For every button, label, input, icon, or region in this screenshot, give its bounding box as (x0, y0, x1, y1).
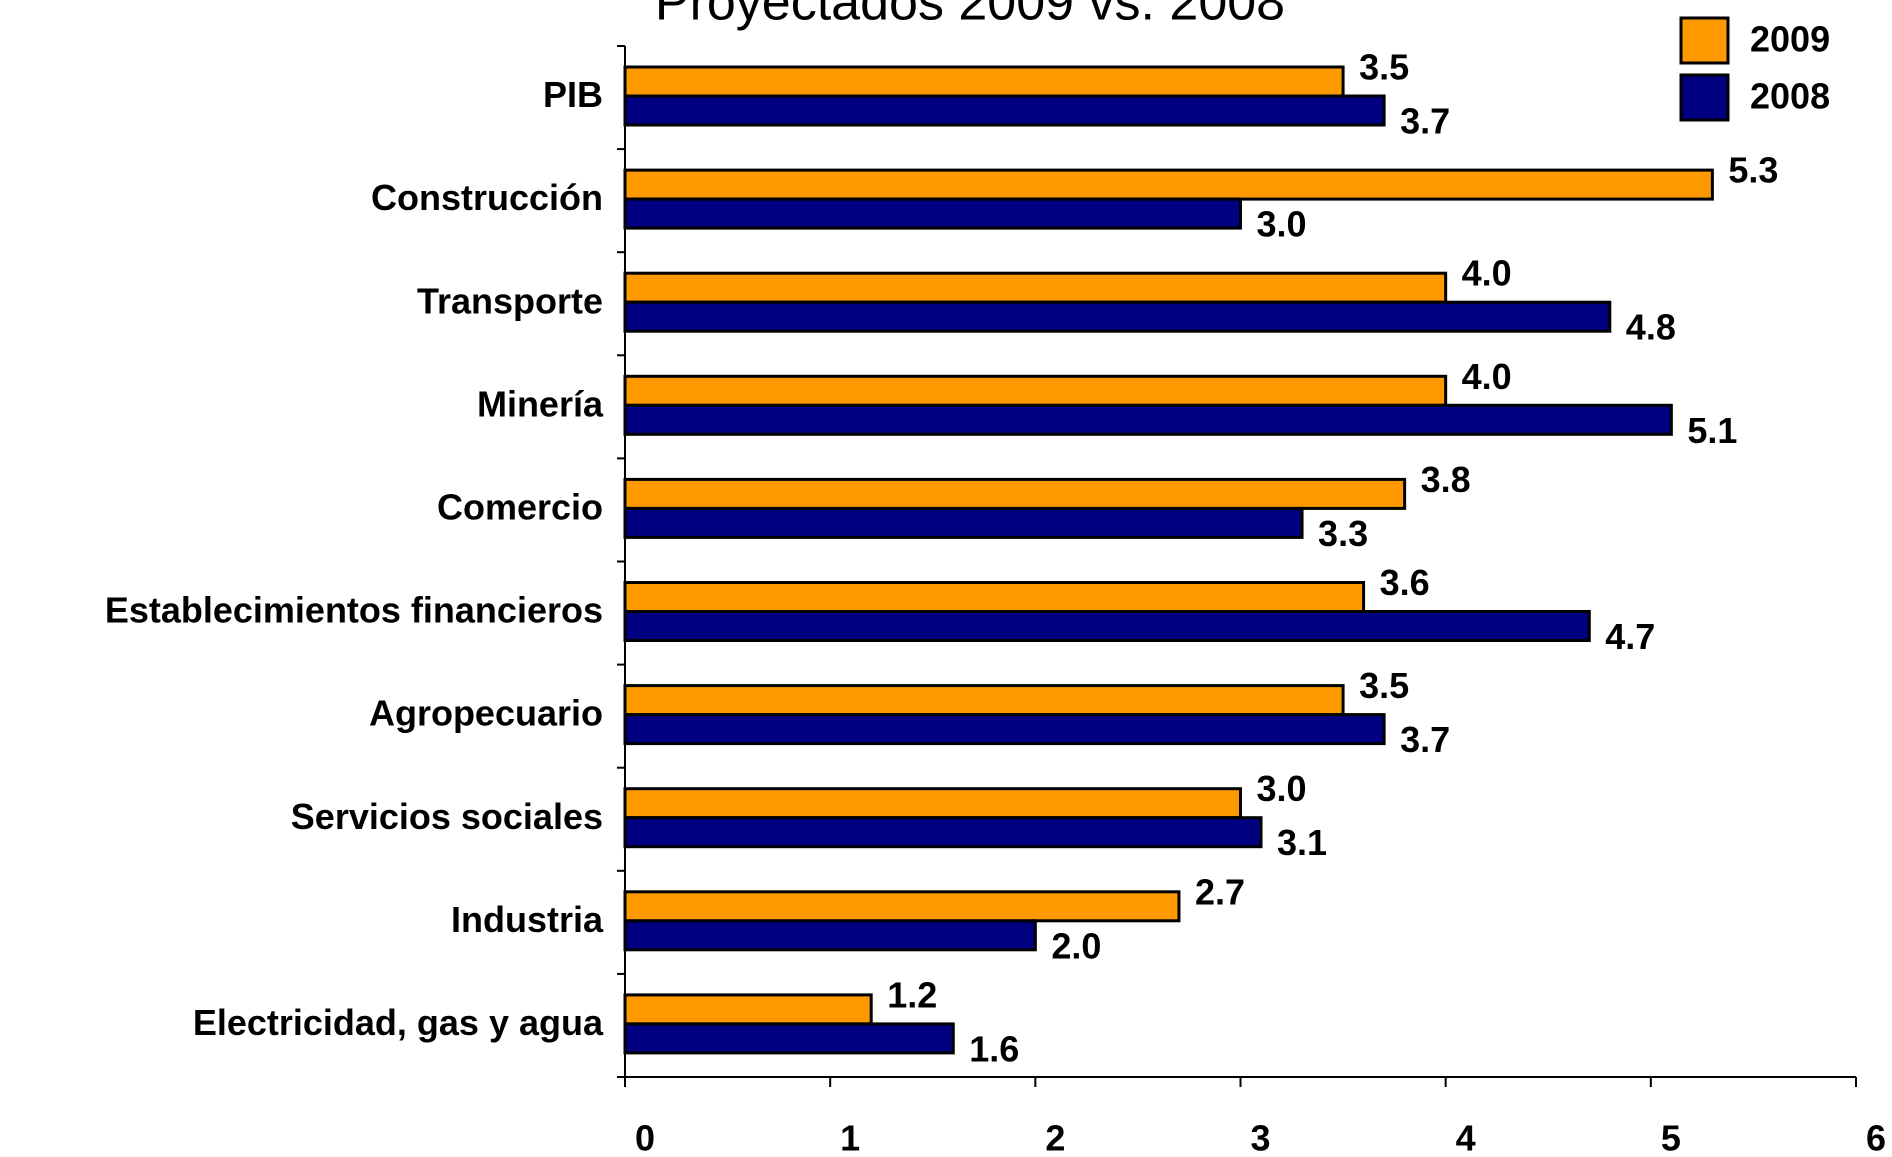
bar (623, 610, 1591, 642)
value-label: 3.8 (1421, 459, 1471, 500)
value-label: 1.2 (887, 974, 937, 1015)
y-tick-label: Servicios sociales (291, 796, 603, 837)
legend-label: 2008 (1750, 76, 1830, 117)
bar (623, 403, 1673, 436)
legend-swatch (1679, 16, 1730, 65)
value-label: 3.1 (1277, 822, 1327, 863)
x-tick-label: 5 (1661, 1118, 1681, 1157)
bar (623, 581, 1366, 613)
value-label: 3.0 (1257, 768, 1307, 809)
value-label: 5.3 (1728, 150, 1778, 191)
bar (623, 1022, 955, 1055)
bar (623, 477, 1407, 510)
value-label: 4.0 (1462, 356, 1512, 397)
value-label: 5.1 (1687, 410, 1737, 451)
value-label: 1.6 (969, 1028, 1019, 1069)
bar (623, 919, 1037, 952)
value-label: 3.3 (1318, 513, 1368, 554)
x-tick-label: 3 (1250, 1118, 1270, 1157)
bar (623, 993, 873, 1026)
chart-title: Proyectados 2009 vs. 2008 (655, 0, 1285, 32)
y-tick-label: PIB (543, 74, 603, 115)
value-label: 2.0 (1051, 925, 1101, 966)
bar (623, 506, 1304, 539)
bar (623, 94, 1386, 127)
x-tick-label: 0 (635, 1118, 655, 1157)
legend-swatch (1679, 73, 1730, 122)
y-tick-label: Establecimientos financieros (105, 590, 603, 631)
y-tick-label: Industria (451, 899, 604, 940)
bar (623, 787, 1242, 820)
legend-label: 2009 (1750, 19, 1830, 60)
value-label: 3.7 (1400, 101, 1450, 142)
bar (623, 374, 1448, 407)
y-tick-label: Transporte (417, 280, 603, 321)
bar (623, 890, 1181, 923)
value-label: 3.0 (1257, 204, 1307, 245)
x-tick-label: 4 (1456, 1118, 1476, 1157)
bar (623, 65, 1345, 98)
x-tick-label: 1 (840, 1118, 860, 1157)
value-label: 2.7 (1195, 871, 1245, 912)
y-tick-label: Minería (477, 383, 604, 424)
y-tick-label: Comercio (437, 486, 603, 527)
value-label: 4.7 (1605, 616, 1655, 657)
value-label: 3.5 (1359, 47, 1409, 88)
bar (623, 684, 1345, 717)
x-tick-label: 6 (1866, 1118, 1886, 1157)
value-label: 3.5 (1359, 665, 1409, 706)
value-label: 4.0 (1462, 253, 1512, 294)
bar (623, 713, 1386, 746)
bar (623, 816, 1263, 849)
y-tick-label: Construcción (371, 177, 603, 218)
bar (623, 197, 1242, 230)
value-label: 4.8 (1626, 307, 1676, 348)
y-tick-label: Agropecuario (369, 693, 603, 734)
value-label: 3.6 (1380, 562, 1430, 603)
bar (623, 271, 1448, 304)
bar (623, 168, 1714, 201)
value-label: 3.7 (1400, 719, 1450, 760)
bar (623, 300, 1612, 333)
y-tick-label: Electricidad, gas y agua (193, 1002, 604, 1043)
x-tick-label: 2 (1045, 1118, 1065, 1157)
